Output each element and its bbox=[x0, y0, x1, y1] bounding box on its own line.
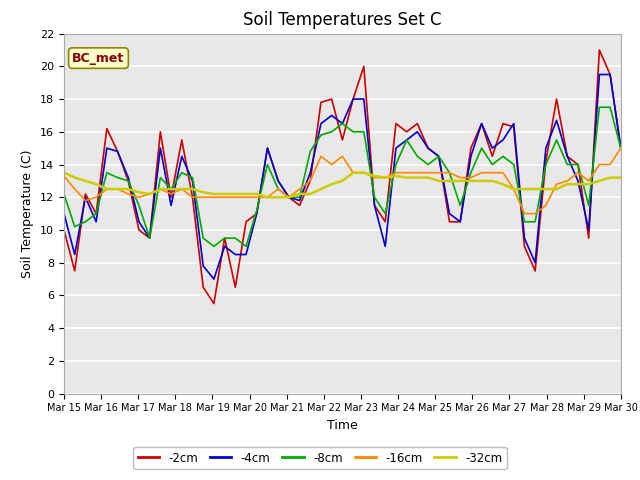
-16cm bbox=[617, 145, 625, 151]
-16cm bbox=[381, 175, 389, 180]
Legend: -2cm, -4cm, -8cm, -16cm, -32cm: -2cm, -4cm, -8cm, -16cm, -32cm bbox=[133, 447, 507, 469]
-32cm bbox=[403, 175, 410, 180]
-4cm bbox=[403, 137, 410, 143]
-16cm bbox=[520, 211, 528, 216]
-8cm bbox=[424, 162, 432, 168]
-4cm bbox=[60, 211, 68, 216]
-4cm bbox=[435, 154, 443, 159]
-8cm bbox=[221, 235, 228, 241]
Title: Soil Temperatures Set C: Soil Temperatures Set C bbox=[243, 11, 442, 29]
-4cm bbox=[617, 145, 625, 151]
-32cm bbox=[563, 181, 571, 187]
-8cm bbox=[210, 243, 218, 249]
-32cm bbox=[499, 181, 507, 187]
-8cm bbox=[403, 137, 410, 143]
-32cm bbox=[60, 170, 68, 176]
Line: -2cm: -2cm bbox=[64, 50, 621, 303]
-8cm bbox=[60, 191, 68, 197]
-4cm bbox=[596, 72, 604, 77]
-16cm bbox=[210, 194, 218, 200]
-32cm bbox=[617, 175, 625, 180]
-2cm bbox=[221, 235, 228, 241]
-16cm bbox=[563, 178, 571, 184]
Line: -4cm: -4cm bbox=[64, 74, 621, 279]
-8cm bbox=[435, 154, 443, 159]
-2cm bbox=[596, 47, 604, 53]
-32cm bbox=[424, 175, 432, 180]
Line: -32cm: -32cm bbox=[64, 173, 621, 197]
-2cm bbox=[392, 120, 400, 126]
-16cm bbox=[60, 173, 68, 179]
-8cm bbox=[596, 104, 604, 110]
-2cm bbox=[60, 227, 68, 233]
-32cm bbox=[264, 194, 271, 200]
-16cm bbox=[413, 170, 421, 176]
-2cm bbox=[617, 145, 625, 151]
Line: -8cm: -8cm bbox=[64, 107, 621, 246]
-4cm bbox=[221, 243, 228, 249]
X-axis label: Time: Time bbox=[327, 419, 358, 432]
Text: BC_met: BC_met bbox=[72, 51, 125, 65]
-4cm bbox=[210, 276, 218, 282]
-16cm bbox=[488, 170, 496, 176]
-2cm bbox=[403, 129, 410, 135]
-8cm bbox=[392, 162, 400, 168]
Y-axis label: Soil Temperature (C): Soil Temperature (C) bbox=[22, 149, 35, 278]
-8cm bbox=[617, 145, 625, 151]
-2cm bbox=[424, 145, 432, 151]
-4cm bbox=[499, 137, 507, 143]
-8cm bbox=[499, 154, 507, 159]
-32cm bbox=[392, 173, 400, 179]
-32cm bbox=[210, 191, 218, 197]
-4cm bbox=[424, 145, 432, 151]
-2cm bbox=[210, 300, 218, 306]
-2cm bbox=[435, 154, 443, 159]
Line: -16cm: -16cm bbox=[64, 148, 621, 214]
-16cm bbox=[392, 170, 400, 176]
-4cm bbox=[392, 145, 400, 151]
-2cm bbox=[499, 120, 507, 126]
